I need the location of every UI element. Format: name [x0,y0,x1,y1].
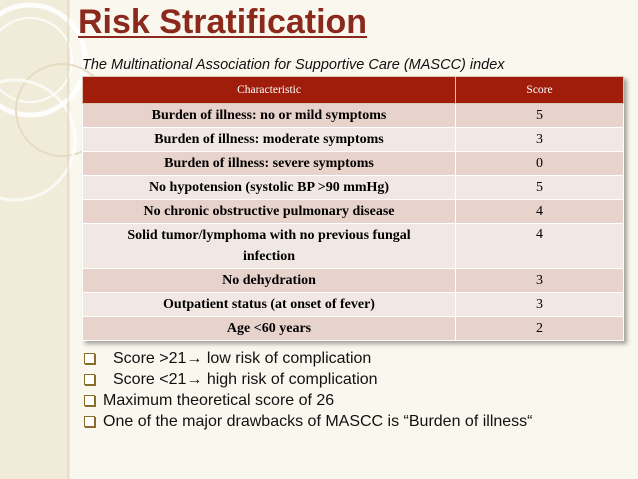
characteristic-cell: No dehydration [81,268,457,293]
characteristic-line-2: infection [242,249,296,264]
characteristic-cell: Outpatient status (at onset of fever) [81,292,457,317]
table-row: No hypotension (systolic BP >90 mmHg) 5 [81,175,624,200]
list-item: Score <21→ high risk of complication [84,369,378,390]
characteristic-cell: Solid tumor/lymphoma with no previous fu… [81,223,457,269]
bullet-list-notes: Maximum theoretical score of 26 One of t… [84,390,533,432]
column-header-characteristic: Characteristic [81,76,457,104]
characteristic-cell: No chronic obstructive pulmonary disease [81,199,457,224]
score-cell: 4 [455,199,624,224]
score-cell: 5 [455,175,624,200]
characteristic-cell: Burden of illness: moderate symptoms [81,127,457,152]
list-item: Maximum theoretical score of 26 [84,390,533,411]
score-cell: 5 [455,103,624,128]
score-cell: 3 [455,127,624,152]
score-cell: 2 [455,316,624,341]
table-row: Outpatient status (at onset of fever) 3 [81,292,624,317]
bullet-text: Score >21→ low risk of complication [113,349,372,367]
score-cell: 4 [455,223,624,269]
list-item: Score >21→ low risk of complication [84,348,378,369]
bullet-text: One of the major drawbacks of MASCC is “… [103,412,533,430]
table-row: Age <60 years 2 [81,316,624,341]
checkbox-bullet-icon [84,395,95,406]
table-row: Burden of illness: no or mild symptoms 5 [81,103,624,128]
bullet-text: Score <21→ high risk of complication [113,370,378,388]
characteristic-cell: Burden of illness: no or mild symptoms [81,103,457,128]
table-header-row: Characteristic Score [81,76,624,104]
checkbox-bullet-icon [84,353,95,364]
bullet-list-scores: Score >21→ low risk of complication Scor… [84,348,378,390]
characteristic-cell: Age <60 years [81,316,457,341]
table-row: No chronic obstructive pulmonary disease… [81,199,624,224]
score-cell: 3 [455,292,624,317]
table-row: Burden of illness: severe symptoms 0 [81,151,624,176]
checkbox-bullet-icon [84,416,95,427]
checkbox-bullet-icon [84,374,95,385]
characteristic-cell: No hypotension (systolic BP >90 mmHg) [81,175,457,200]
characteristic-cell: Burden of illness: severe symptoms [81,151,457,176]
table-row: Burden of illness: moderate symptoms 3 [81,127,624,152]
table-row: No dehydration 3 [81,268,624,293]
mascc-table: Characteristic Score Burden of illness: … [81,76,624,341]
bullet-text: Maximum theoretical score of 26 [103,391,335,409]
list-item: One of the major drawbacks of MASCC is “… [84,411,533,432]
column-header-score: Score [455,76,624,104]
characteristic-line-1: Solid tumor/lymphoma with no previous fu… [127,228,411,243]
table-caption: The Multinational Association for Suppor… [82,57,505,73]
score-cell: 0 [455,151,624,176]
score-cell: 3 [455,268,624,293]
table-row: Solid tumor/lymphoma with no previous fu… [81,223,624,269]
page-title: Risk Stratification [78,3,368,41]
